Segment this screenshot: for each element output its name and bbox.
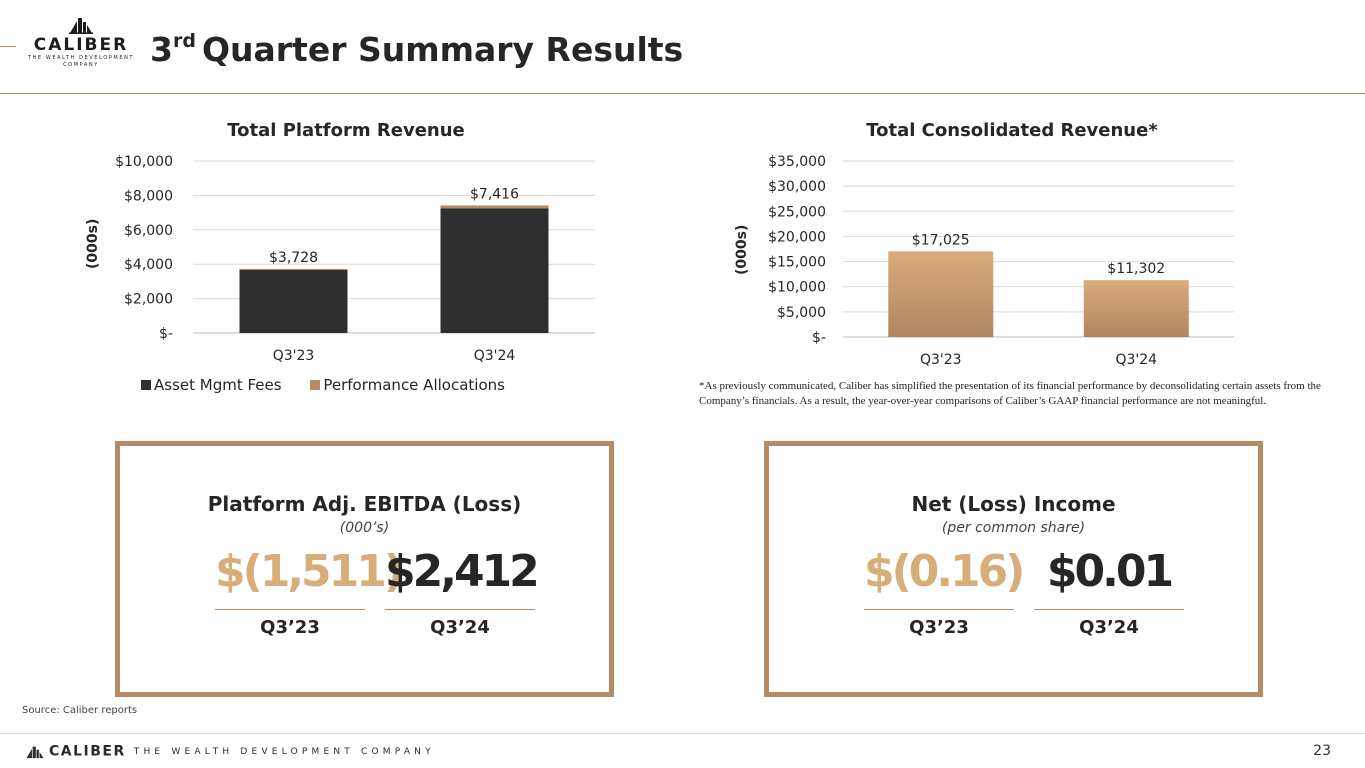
- bar: [888, 251, 994, 337]
- net-income-prior-label: Q3’23: [909, 617, 969, 638]
- legend-item-performance: Performance Allocations: [310, 376, 505, 394]
- footer-logo: CALIBER THE WEALTH DEVELOPMENT COMPANY: [25, 741, 435, 760]
- legend-item-asset-mgmt: Asset Mgmt Fees: [141, 376, 282, 394]
- x-tick-label: Q3'24: [1115, 352, 1157, 368]
- x-tick-label: Q3'24: [474, 348, 516, 364]
- y-tick-label: $6,000: [124, 223, 173, 239]
- y-tick-label: $-: [159, 326, 173, 342]
- data-label: $3,728: [269, 250, 318, 266]
- ebitda-prior-label: Q3’23: [260, 617, 320, 638]
- bar-asset-mgmt: [440, 208, 549, 333]
- y-tick-label: $35,000: [768, 154, 826, 170]
- footnote: *As previously communicated, Caliber has…: [699, 380, 1321, 407]
- y-tick-label: $8,000: [124, 188, 173, 204]
- ebitda-card-title: Platform Adj. EBITDA (Loss): [207, 492, 522, 516]
- data-label: $17,025: [912, 232, 970, 248]
- y-tick-label: $10,000: [768, 280, 826, 296]
- header-accent-line: [0, 46, 16, 47]
- logo-tagline-1: THE WEALTH DEVELOPMENT: [27, 55, 135, 61]
- bar-performance: [239, 268, 348, 270]
- ebitda-current-value: $2,412: [385, 546, 540, 597]
- platform-revenue-chart: $- $2,000 $4,000 $6,000 $8,000 $10,000 $3,728 Q…: [115, 154, 595, 364]
- legend-swatch-performance: [310, 380, 321, 390]
- caliber-logo: CALIBER THE WEALTH DEVELOPMENT COMPANY: [22, 16, 140, 74]
- chart-title-consolidated-revenue: Total Consolidated Revenue*: [866, 120, 1158, 141]
- ebitda-prior-rule: [215, 609, 365, 610]
- net-income-current-rule: [1034, 609, 1184, 610]
- net-income-prior-rule: [864, 609, 1014, 610]
- building-icon: [69, 18, 93, 34]
- bar-performance: [440, 205, 549, 209]
- y-tick-label: $30,000: [768, 179, 826, 195]
- legend-swatch-asset-mgmt: [141, 380, 151, 390]
- building-icon: [26, 746, 44, 758]
- footer-tagline: THE WEALTH DEVELOPMENT COMPANY: [133, 746, 435, 757]
- y-tick-label: $20,000: [768, 229, 826, 245]
- footer-divider: [0, 733, 1365, 734]
- y-tick-label: $4,000: [124, 257, 173, 273]
- data-label: $11,302: [1107, 261, 1165, 277]
- net-income-card: Net (Loss) Income (per common share) $(0…: [764, 441, 1263, 697]
- net-income-current-label: Q3’24: [1079, 617, 1139, 638]
- chart-title-platform-revenue: Total Platform Revenue: [227, 120, 465, 141]
- ebitda-current-rule: [385, 609, 535, 610]
- header-divider: [0, 93, 1365, 94]
- ebitda-card-subtitle: (000’s): [339, 520, 390, 536]
- legend-label-performance: Performance Allocations: [323, 376, 505, 394]
- y-tick-label: $2,000: [124, 292, 173, 308]
- chart-legend: Asset Mgmt Fees Performance Allocations: [141, 376, 529, 394]
- y-tick-label: $10,000: [115, 154, 173, 170]
- y-tick-label: $25,000: [768, 204, 826, 220]
- page-title: 3rd Quarter Summary Results: [150, 30, 684, 69]
- logo-tagline-2: COMPANY: [63, 62, 99, 68]
- net-income-current-value: $0.01: [1046, 546, 1174, 597]
- net-income-card-title: Net (Loss) Income: [911, 492, 1116, 516]
- source-note: Source: Caliber reports: [22, 705, 138, 716]
- page-number: 23: [1313, 743, 1331, 759]
- x-tick-label: Q3'23: [920, 352, 962, 368]
- net-income-prior-value: $(0.16): [864, 546, 1025, 597]
- y-tick-label: $-: [812, 330, 826, 346]
- y-tick-label: $15,000: [768, 255, 826, 271]
- footer-brand: CALIBER: [49, 743, 126, 760]
- consolidated-revenue-chart: $- $5,000 $10,000 $15,000 $20,000 $25,000 $30,…: [768, 154, 1234, 368]
- data-label: $7,416: [470, 186, 519, 202]
- bar-asset-mgmt: [239, 269, 348, 333]
- y-axis-label-platform: (000s): [85, 218, 101, 269]
- logo-wordmark: CALIBER: [33, 35, 129, 55]
- ebitda-prior-value: $(1,511): [215, 546, 404, 597]
- ebitda-card: Platform Adj. EBITDA (Loss) (000’s) $(1,…: [115, 441, 614, 697]
- net-income-card-subtitle: (per common share): [941, 520, 1086, 536]
- bar: [1083, 280, 1189, 337]
- legend-label-asset-mgmt: Asset Mgmt Fees: [154, 376, 282, 394]
- ebitda-current-label: Q3’24: [430, 617, 490, 638]
- y-axis-label-consolidated: (000s): [734, 224, 750, 275]
- y-tick-label: $5,000: [777, 305, 826, 321]
- x-tick-label: Q3'23: [273, 348, 315, 364]
